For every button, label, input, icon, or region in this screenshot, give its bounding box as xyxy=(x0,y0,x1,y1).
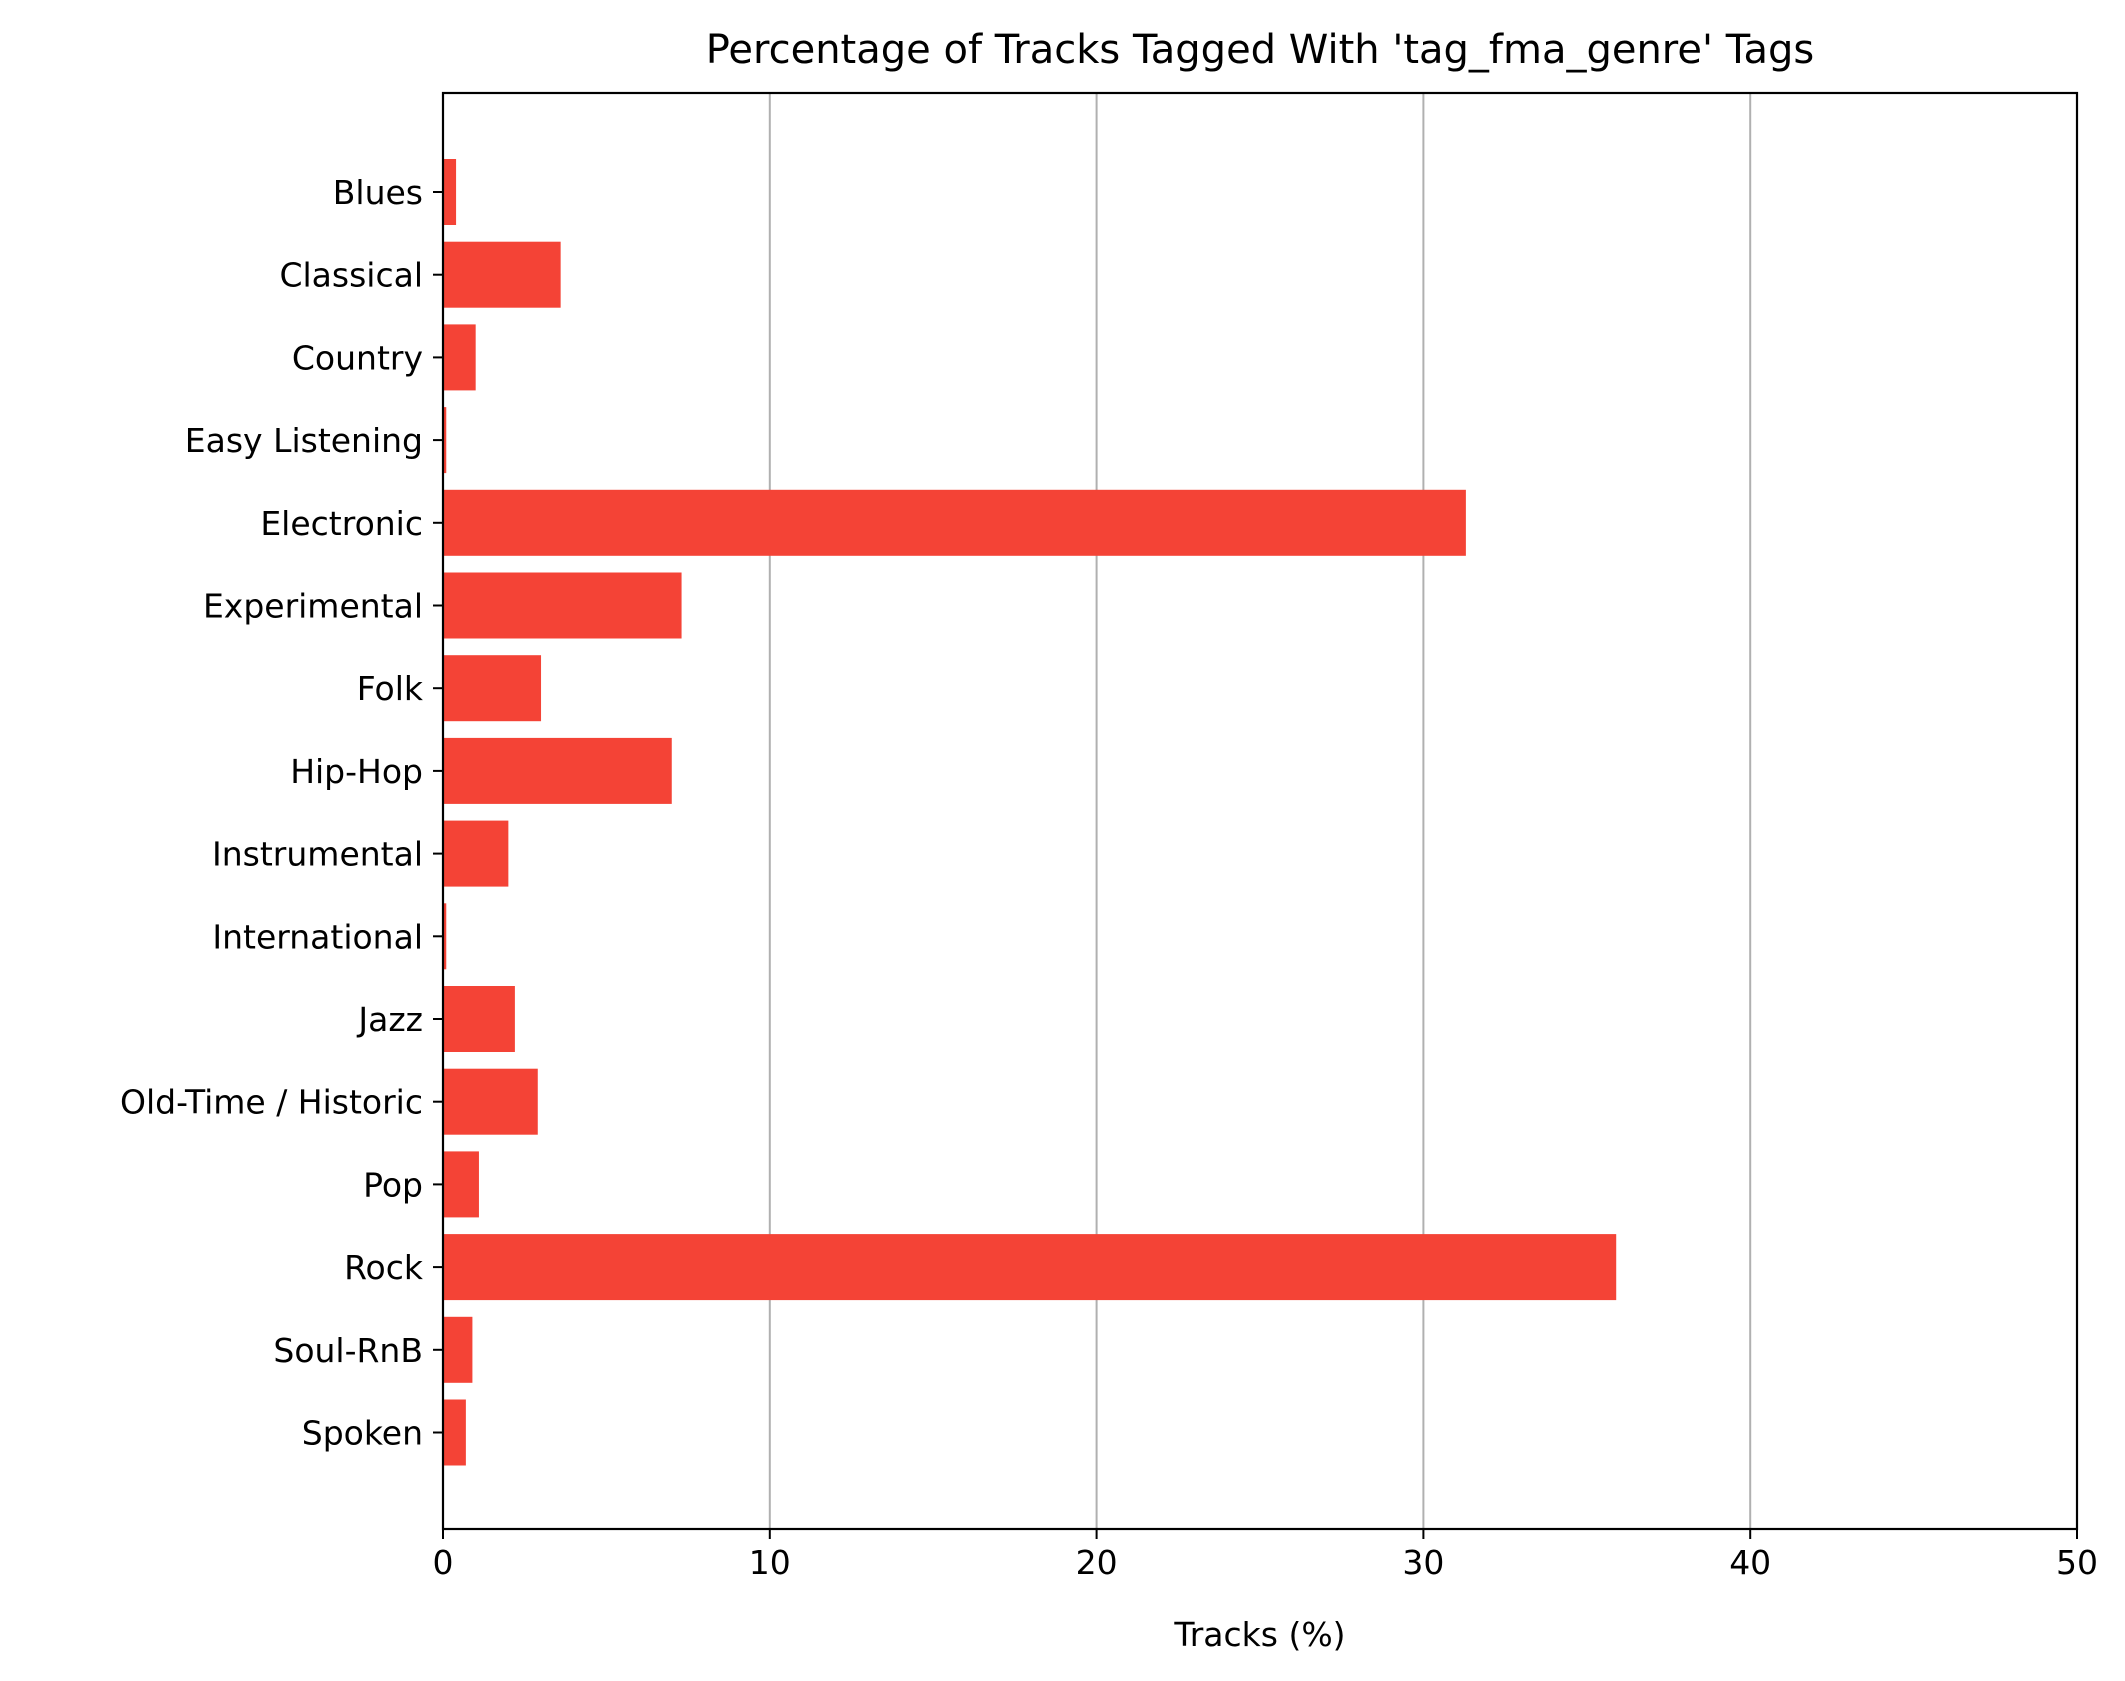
x-tick-label: 30 xyxy=(1402,1543,1444,1582)
bar xyxy=(443,986,515,1052)
y-tick-label: Old-Time / Historic xyxy=(120,1083,423,1122)
y-tick-label: Country xyxy=(292,338,423,377)
bar xyxy=(443,903,447,970)
x-tick-label: 40 xyxy=(1729,1543,1771,1582)
x-axis: 0 10 20 30 40 50 xyxy=(433,1529,2098,1582)
y-tick-label: Soul-RnB xyxy=(273,1331,423,1370)
y-tick-label: Jazz xyxy=(356,1000,423,1039)
bar xyxy=(443,820,509,887)
bar xyxy=(443,407,447,474)
x-tick-label: 20 xyxy=(1076,1543,1118,1582)
y-tick-label: Pop xyxy=(363,1165,423,1204)
y-tick-label: International xyxy=(212,917,423,956)
plot-frame xyxy=(441,91,2079,1531)
bar xyxy=(443,737,672,804)
x-tick-label: 10 xyxy=(749,1543,791,1582)
x-tick-label: 0 xyxy=(433,1543,454,1582)
bar xyxy=(443,1068,538,1135)
bar xyxy=(443,1151,479,1218)
y-tick-label: Instrumental xyxy=(212,835,423,874)
bar xyxy=(443,1234,1617,1301)
y-tick-label: Blues xyxy=(333,173,423,212)
y-tick-label: Easy Listening xyxy=(185,421,423,460)
x-axis-label: Tracks (%) xyxy=(1173,1615,1345,1654)
y-axis: Blues Classical Country Easy Listening Elect… xyxy=(120,173,443,1453)
bar xyxy=(443,572,682,639)
y-tick-label: Classical xyxy=(279,256,423,295)
x-tick-label: 50 xyxy=(2056,1543,2098,1582)
y-tick-label: Hip-Hop xyxy=(290,752,423,791)
bar xyxy=(443,159,457,225)
y-tick-label: Folk xyxy=(357,669,424,708)
bar xyxy=(443,241,561,308)
bar xyxy=(443,489,1466,556)
y-tick-label: Experimental xyxy=(203,587,423,626)
bar xyxy=(443,655,542,722)
y-tick-label: Rock xyxy=(344,1248,424,1287)
bar xyxy=(443,1316,473,1383)
bar xyxy=(443,324,476,391)
bar xyxy=(443,1399,466,1466)
y-tick-label: Spoken xyxy=(302,1414,423,1453)
chart-title: Percentage of Tracks Tagged With 'tag_fm… xyxy=(706,27,1815,73)
y-tick-label: Electronic xyxy=(260,504,423,543)
bars xyxy=(443,159,1617,1466)
